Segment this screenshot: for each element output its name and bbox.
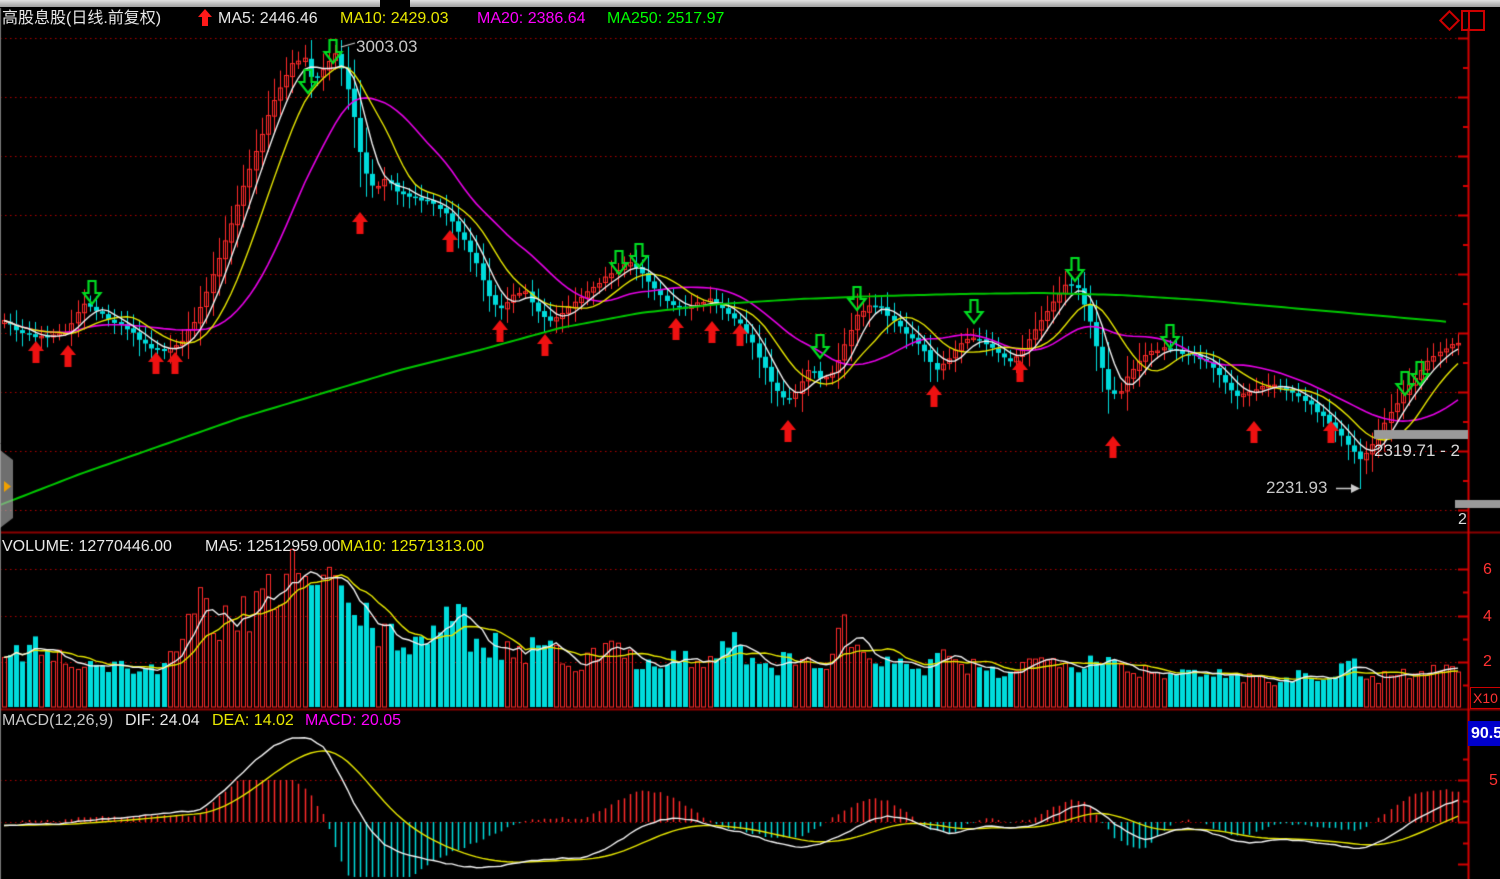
sidebar-expander-handle[interactable]	[0, 450, 14, 528]
titlebar-notch	[380, 0, 410, 7]
dea-readout: DEA: 14.02	[212, 712, 294, 729]
volume-axis-tick-4: 4	[1483, 608, 1492, 625]
up-arrow-icon	[198, 9, 212, 26]
peak-price-annotation: 3003.03	[356, 37, 418, 56]
dif-readout: DIF: 24.04	[125, 712, 200, 729]
ma5-readout: MA5: 2446.46	[218, 10, 318, 27]
macd-indicator-name: MACD(12,26,9)	[2, 712, 114, 729]
volume-ma5-readout: MA5: 12512959.00	[205, 538, 341, 555]
volume-axis-tick-2: 2	[1483, 653, 1492, 670]
ma250-readout: MA250: 2517.97	[607, 10, 725, 27]
window-titlebar[interactable]	[0, 0, 1500, 7]
volume-ma10-readout: MA10: 12571313.00	[340, 538, 485, 555]
volume-axis-tick-6: 6	[1483, 561, 1492, 578]
axis-partial-label: 2	[1458, 511, 1467, 528]
macd-axis-tick-50: 5	[1489, 772, 1498, 789]
last-price-annotation: 2319.71 - 2	[1374, 441, 1461, 460]
ma20-readout: MA20: 2386.64	[477, 10, 586, 27]
volume-readout: VOLUME: 12770446.00	[2, 538, 172, 555]
macd-readout: MACD: 20.05	[305, 712, 402, 729]
volume-unit-label: X10	[1470, 687, 1500, 709]
instrument-title: 高股息股(日线.前复权)	[2, 10, 162, 27]
split-window-icon[interactable]	[1461, 10, 1485, 31]
ma10-readout: MA10: 2429.03	[340, 10, 449, 27]
macd-value-badge: 90.5	[1468, 721, 1500, 746]
low-price-annotation: 2231.93	[1266, 478, 1328, 497]
